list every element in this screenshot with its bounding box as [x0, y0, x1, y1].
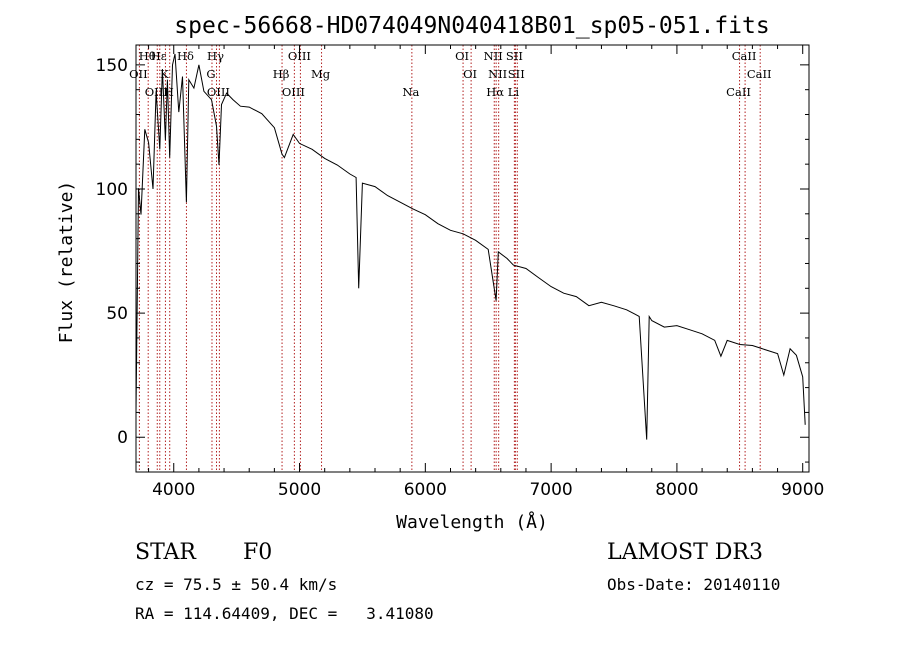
spectrum-series-line [135, 53, 806, 440]
x-tick-label-7000: 7000 [529, 480, 572, 500]
line-label-k: K [160, 67, 169, 81]
line-label-na: Na [402, 85, 419, 99]
line-label-hγ: Hγ [207, 49, 224, 63]
line-label-caii: CaII [747, 67, 772, 81]
line-label-h: H [164, 85, 174, 99]
line-label-hθ: Hθ [139, 49, 156, 63]
line-label-hδ: Hδ [177, 49, 194, 63]
redshift-velocity: cz = 75.5 ± 50.4 km/s [135, 575, 338, 594]
line-label-sii: SII [508, 67, 525, 81]
line-label-li: Li [508, 85, 520, 99]
line-label-nii: NII [484, 49, 503, 63]
line-label-caii: CaII [732, 49, 757, 63]
line-label-hε: Hε [151, 49, 167, 63]
y-tick-label-0: 0 [117, 428, 128, 448]
plot-frame [135, 44, 810, 473]
line-label-nii: NII [488, 67, 507, 81]
line-label-g: G [206, 67, 215, 81]
line-label-sii: SII [506, 49, 523, 63]
observation-date: Obs-Date: 20140110 [607, 575, 781, 594]
line-label-oi: OI [455, 49, 469, 63]
line-label-caii: CaII [726, 85, 751, 99]
x-axis-label: Wavelength (Å) [396, 511, 548, 533]
x-tick-label-6000: 6000 [404, 480, 447, 500]
x-tick-label-4000: 4000 [152, 480, 195, 500]
line-label-oiii: OIII [288, 49, 311, 63]
ra-dec-coordinates: RA = 114.64409, DEC = 3.41080 [135, 604, 434, 623]
y-tick-label-150: 150 [96, 56, 128, 76]
y-axis-label: Flux (relative) [56, 181, 77, 344]
line-label-oii: OII [129, 67, 148, 81]
object-type: STAR [135, 540, 196, 565]
line-label-mg: Mg [311, 67, 331, 81]
spectral-line-markers [138, 45, 761, 472]
line-label-oiii: OIII [207, 85, 230, 99]
spectral-line-labels: HθOIIOIIIHεKHHδGOIIIHγHβOIIIOIIIMgNaOIOI… [129, 49, 771, 99]
y-axis-ticks: 0 50 100 150 [96, 56, 809, 463]
y-tick-label-50: 50 [106, 304, 128, 324]
x-axis-ticks: 4000 5000 6000 7000 8000 9000 [148, 45, 824, 500]
y-tick-label-100: 100 [96, 180, 128, 200]
x-tick-label-5000: 5000 [278, 480, 321, 500]
line-label-hα: Hα [486, 85, 504, 99]
line-label-oiii: OIII [282, 85, 305, 99]
x-tick-label-9000: 9000 [781, 480, 824, 500]
x-tick-label-8000: 8000 [655, 480, 698, 500]
chart-title: spec-56668-HD074049N040418B01_sp05-051.f… [174, 13, 769, 39]
survey-name: LAMOST DR3 [607, 540, 763, 565]
line-label-oi: OI [463, 67, 477, 81]
spectral-class: F0 [243, 540, 273, 565]
line-label-hβ: Hβ [273, 67, 290, 81]
